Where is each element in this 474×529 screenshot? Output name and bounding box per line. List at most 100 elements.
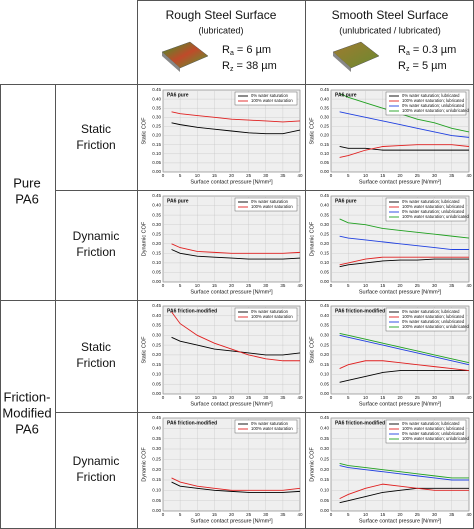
- x-tick-label: 40: [466, 395, 472, 400]
- chart-title: PA6 friction-modified: [335, 308, 385, 314]
- y-tick-label: 0.25: [320, 342, 329, 347]
- friction-type: Dynamic: [73, 229, 120, 243]
- y-tick-label: 0.10: [320, 260, 329, 265]
- legend-label: 0% water saturation: [251, 421, 289, 426]
- y-tick-label: 0.35: [320, 105, 329, 110]
- x-tick-label: 35: [280, 173, 286, 178]
- subscript: z: [406, 66, 410, 73]
- legend-label: 0% water saturation; lubricated: [402, 93, 460, 98]
- surface-image: [333, 52, 351, 72]
- y-tick-label: 0.35: [152, 436, 161, 441]
- y-tick-label: 0.40: [320, 426, 329, 431]
- legend-label: 0% water saturation; unlubricated: [402, 431, 465, 436]
- value: = 0.3 µm: [410, 44, 456, 56]
- friction-type: Static: [81, 122, 111, 136]
- legend-label: 100% water saturation; unlubricated: [402, 324, 469, 329]
- chart-title: PA6 pure: [167, 92, 189, 98]
- y-tick-label: 0.35: [152, 323, 161, 328]
- x-tick-label: 10: [195, 283, 201, 288]
- x-tick-label: 20: [397, 395, 403, 400]
- row-group-label: PA6: [15, 191, 39, 206]
- y-tick-label: 0.05: [152, 498, 161, 503]
- x-tick-label: 5: [179, 395, 182, 400]
- x-tick-label: 15: [212, 395, 218, 400]
- chart-title: PA6 pure: [167, 198, 189, 204]
- x-tick-label: 40: [297, 283, 303, 288]
- legend-label: 100% water saturation; lubricated: [402, 204, 465, 209]
- y-tick-label: 0.30: [152, 222, 161, 227]
- legend-label: 100% water saturation; unlubricated: [402, 436, 469, 441]
- legend-label: 100% water saturation; unlubricated: [402, 108, 469, 113]
- y-tick-label: 0.15: [152, 251, 161, 256]
- legend-label: 100% water saturation: [251, 426, 293, 431]
- series-line: [171, 249, 301, 260]
- legend-label: 0% water saturation; unlubricated: [402, 103, 465, 108]
- chart: 0.00 0.05 0.10 0.15 0.20 0.25 0.30 0.35 0.40 0.45…: [309, 193, 472, 295]
- y-tick-label: 0.25: [320, 124, 329, 129]
- y-tick-label: 0.20: [320, 467, 329, 472]
- y-tick-label: 0.05: [320, 381, 329, 386]
- y-tick-label: 0.10: [152, 488, 161, 493]
- friction-type: Friction: [76, 470, 115, 484]
- header-smooth: Smooth Steel Surface (unlubricated / lub…: [332, 8, 457, 73]
- y-tick-label: 0.40: [320, 313, 329, 318]
- y-tick-label: 0.20: [320, 133, 329, 138]
- y-tick-label: 0.25: [152, 231, 161, 236]
- symbol: R: [222, 44, 230, 56]
- legend-label: 0% water saturation; unlubricated: [402, 319, 465, 324]
- y-tick-label: 0.05: [152, 270, 161, 275]
- chart-title: PA6 pure: [335, 92, 357, 98]
- row-group-label: PA6: [15, 421, 39, 436]
- x-tick-label: 30: [263, 283, 269, 288]
- y-tick-label: 0.40: [152, 426, 161, 431]
- y-tick-label: 0.05: [320, 270, 329, 275]
- series-line: [339, 144, 470, 158]
- legend-label: 100% water saturation: [251, 314, 293, 319]
- series-line: [339, 463, 469, 479]
- friction-type: Friction: [76, 356, 115, 370]
- y-tick-label: 0.35: [152, 212, 161, 217]
- y-tick-label: 0.25: [320, 231, 329, 236]
- x-tick-label: 0: [330, 512, 333, 517]
- y-tick-label: 0.10: [152, 260, 161, 265]
- y-tick-label: 0.25: [320, 457, 329, 462]
- series-line: [339, 465, 469, 481]
- x-tick-label: 15: [380, 173, 386, 178]
- y-tick-label: 0.40: [152, 96, 161, 101]
- series-line: [339, 235, 469, 250]
- x-tick-label: 20: [397, 512, 403, 517]
- y-tick-label: 0.10: [320, 151, 329, 156]
- surface-image: [161, 41, 209, 69]
- y-tick-label: 0.45: [320, 415, 329, 420]
- y-tick-label: 0.40: [320, 203, 329, 208]
- series-line: [339, 360, 470, 371]
- y-tick-label: 0.30: [152, 333, 161, 338]
- x-axis-label: Surface contact pressure [N/mm²]: [190, 179, 273, 185]
- symbol: R: [398, 44, 406, 56]
- x-tick-label: 10: [363, 283, 369, 288]
- series-line: [339, 218, 470, 239]
- x-tick-label: 30: [263, 395, 269, 400]
- chart: 0.00 0.05 0.10 0.15 0.20 0.25 0.30 0.35 0.40 0.45…: [141, 415, 303, 524]
- chart-title: PA6 pure: [335, 198, 357, 204]
- x-tick-label: 40: [297, 395, 303, 400]
- column-title: Rough Steel Surface: [166, 8, 277, 22]
- x-tick-label: 0: [330, 283, 333, 288]
- legend-label: 100% water saturation; lubricated: [402, 98, 465, 103]
- y-tick-label: 0.05: [152, 381, 161, 386]
- friction-type: Dynamic: [73, 454, 120, 468]
- x-tick-label: 15: [212, 283, 218, 288]
- x-tick-label: 15: [380, 283, 386, 288]
- y-tick-label: 0.00: [320, 508, 329, 513]
- legend-box: [385, 91, 467, 116]
- x-tick-label: 40: [466, 512, 472, 517]
- x-tick-label: 15: [380, 512, 386, 517]
- y-axis-label: Static COF: [141, 117, 147, 145]
- y-tick-label: 0.45: [152, 87, 161, 92]
- x-tick-label: 25: [415, 395, 421, 400]
- x-tick-label: 30: [432, 173, 438, 178]
- x-tick-label: 25: [246, 395, 252, 400]
- y-tick-label: 0.40: [152, 203, 161, 208]
